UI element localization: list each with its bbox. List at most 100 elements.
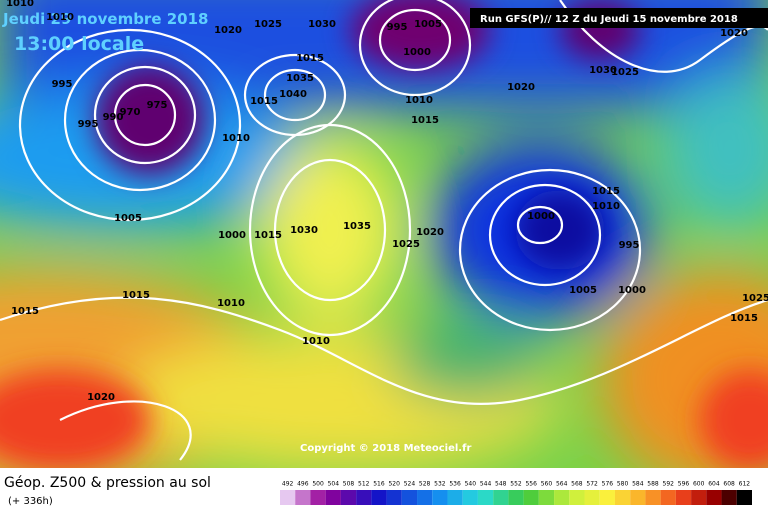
isobar-label: 1025 [392,239,420,250]
scale-swatch [417,490,433,505]
scale-swatch [371,490,387,505]
isobar-label: 1010 [222,133,250,144]
forecast-time: 13:00 locale [14,33,144,55]
scale-label: 504 [328,481,340,488]
isobar-label: 995 [387,22,408,33]
scale-swatch [310,490,326,505]
isobar-label: 1000 [527,211,555,222]
scale-label: 564 [556,481,568,488]
scale-label: 580 [617,481,629,488]
isobar-label: 1015 [592,186,620,197]
scale-swatch [569,490,585,505]
isobar-label: 975 [147,100,168,111]
scale-swatch [340,490,357,505]
forecast-date: Jeudi 29 novembre 2018 [2,10,208,28]
isobar-label: 1035 [286,73,314,84]
scale-swatch [508,490,524,505]
isobar-label: 1015 [254,230,282,241]
scale-label: 508 [343,481,355,488]
scale-swatch [386,490,402,505]
scale-label: 604 [708,481,720,488]
scale-label: 600 [693,481,705,488]
scale-label: 588 [647,481,659,488]
scale-swatch [584,490,600,505]
isobars [0,0,768,461]
scale-label: 544 [480,481,492,488]
scale-label: 540 [465,481,477,488]
scale-label: 520 [388,481,400,488]
scale-label: 576 [602,481,614,488]
isobar-label: 1025 [254,19,282,30]
isobar-label: 1010 [217,298,245,309]
geopotential-field [0,0,768,468]
isobar-label: 1020 [507,82,535,93]
isobar-label: 1035 [343,221,371,232]
scale-swatch [691,490,707,505]
scale-swatch [675,490,692,505]
scale-swatch [325,490,341,505]
isobar-label: 1030 [290,225,318,236]
scale-label: 500 [312,481,324,488]
scale-label: 536 [449,481,461,488]
scale-swatch [523,490,539,505]
scale-label: 608 [723,481,735,488]
scale-swatch [721,490,737,505]
scale-swatch [280,490,296,505]
scale-label: 584 [632,481,644,488]
isobar-label: 1015 [296,53,324,64]
scale-swatch [295,490,311,505]
isobar-label: 1000 [403,47,431,58]
isobar-label: 1010 [46,12,74,23]
scale-label: 560 [541,481,553,488]
scale-swatch [447,490,463,505]
scale-label: 556 [525,481,537,488]
scale-swatch [493,490,509,505]
scale-label: 524 [404,481,416,488]
isobar-label: 1020 [416,227,444,238]
scale-label: 528 [419,481,431,488]
isobar-label: 1015 [122,290,150,301]
isobar-label: 1020 [720,28,748,39]
run-info: Run GFS(P)// 12 Z du Jeudi 15 novembre 2… [480,14,738,25]
isobar-label: 995 [619,240,640,251]
isobar-label: 1000 [218,230,246,241]
isobar-label: 990 [103,112,124,123]
copyright: Copyright © 2018 Meteociel.fr [300,443,471,454]
scale-swatch [736,490,752,505]
isobar-label: 995 [78,119,99,130]
isobar-label: 1010 [592,201,620,212]
isobar-label: 1020 [214,25,242,36]
isobar-label: 1005 [569,285,597,296]
scale-label: 512 [358,481,370,488]
isobar-label: 1025 [611,67,639,78]
scale-swatch [706,490,722,505]
isobar-label: 1010 [6,0,34,9]
scale-swatch [401,490,418,505]
color-scale: 492 496 500 504 508 512 516 520 524 528 532 536 540 5… [280,481,752,505]
isobar-label: 1040 [279,89,307,100]
run-box [470,8,768,28]
scale-swatch [660,490,676,505]
isobar-label: 1025 [742,293,768,304]
scale-swatch [614,490,631,505]
isobar-label: 1010 [405,95,433,106]
scale-label: 548 [495,481,507,488]
scale-swatch [554,490,570,505]
isobar-label: 1030 [589,65,617,76]
isobar-label: 1015 [250,96,278,107]
scale-swatch [462,490,478,505]
scale-label: 496 [297,481,309,488]
isobar-label: 1005 [414,19,442,30]
scale-swatch [645,490,661,505]
isobar-label: 1015 [411,115,439,126]
scale-swatch [432,490,448,505]
isobar-label: 995 [52,79,73,90]
isobar-label: 1015 [730,313,758,324]
scale-label: 572 [586,481,598,488]
scale-label: 532 [434,481,446,488]
footer-title: Géop. Z500 & pression au sol [4,475,211,491]
scale-label: 516 [373,481,385,488]
scale-swatch [477,490,494,505]
